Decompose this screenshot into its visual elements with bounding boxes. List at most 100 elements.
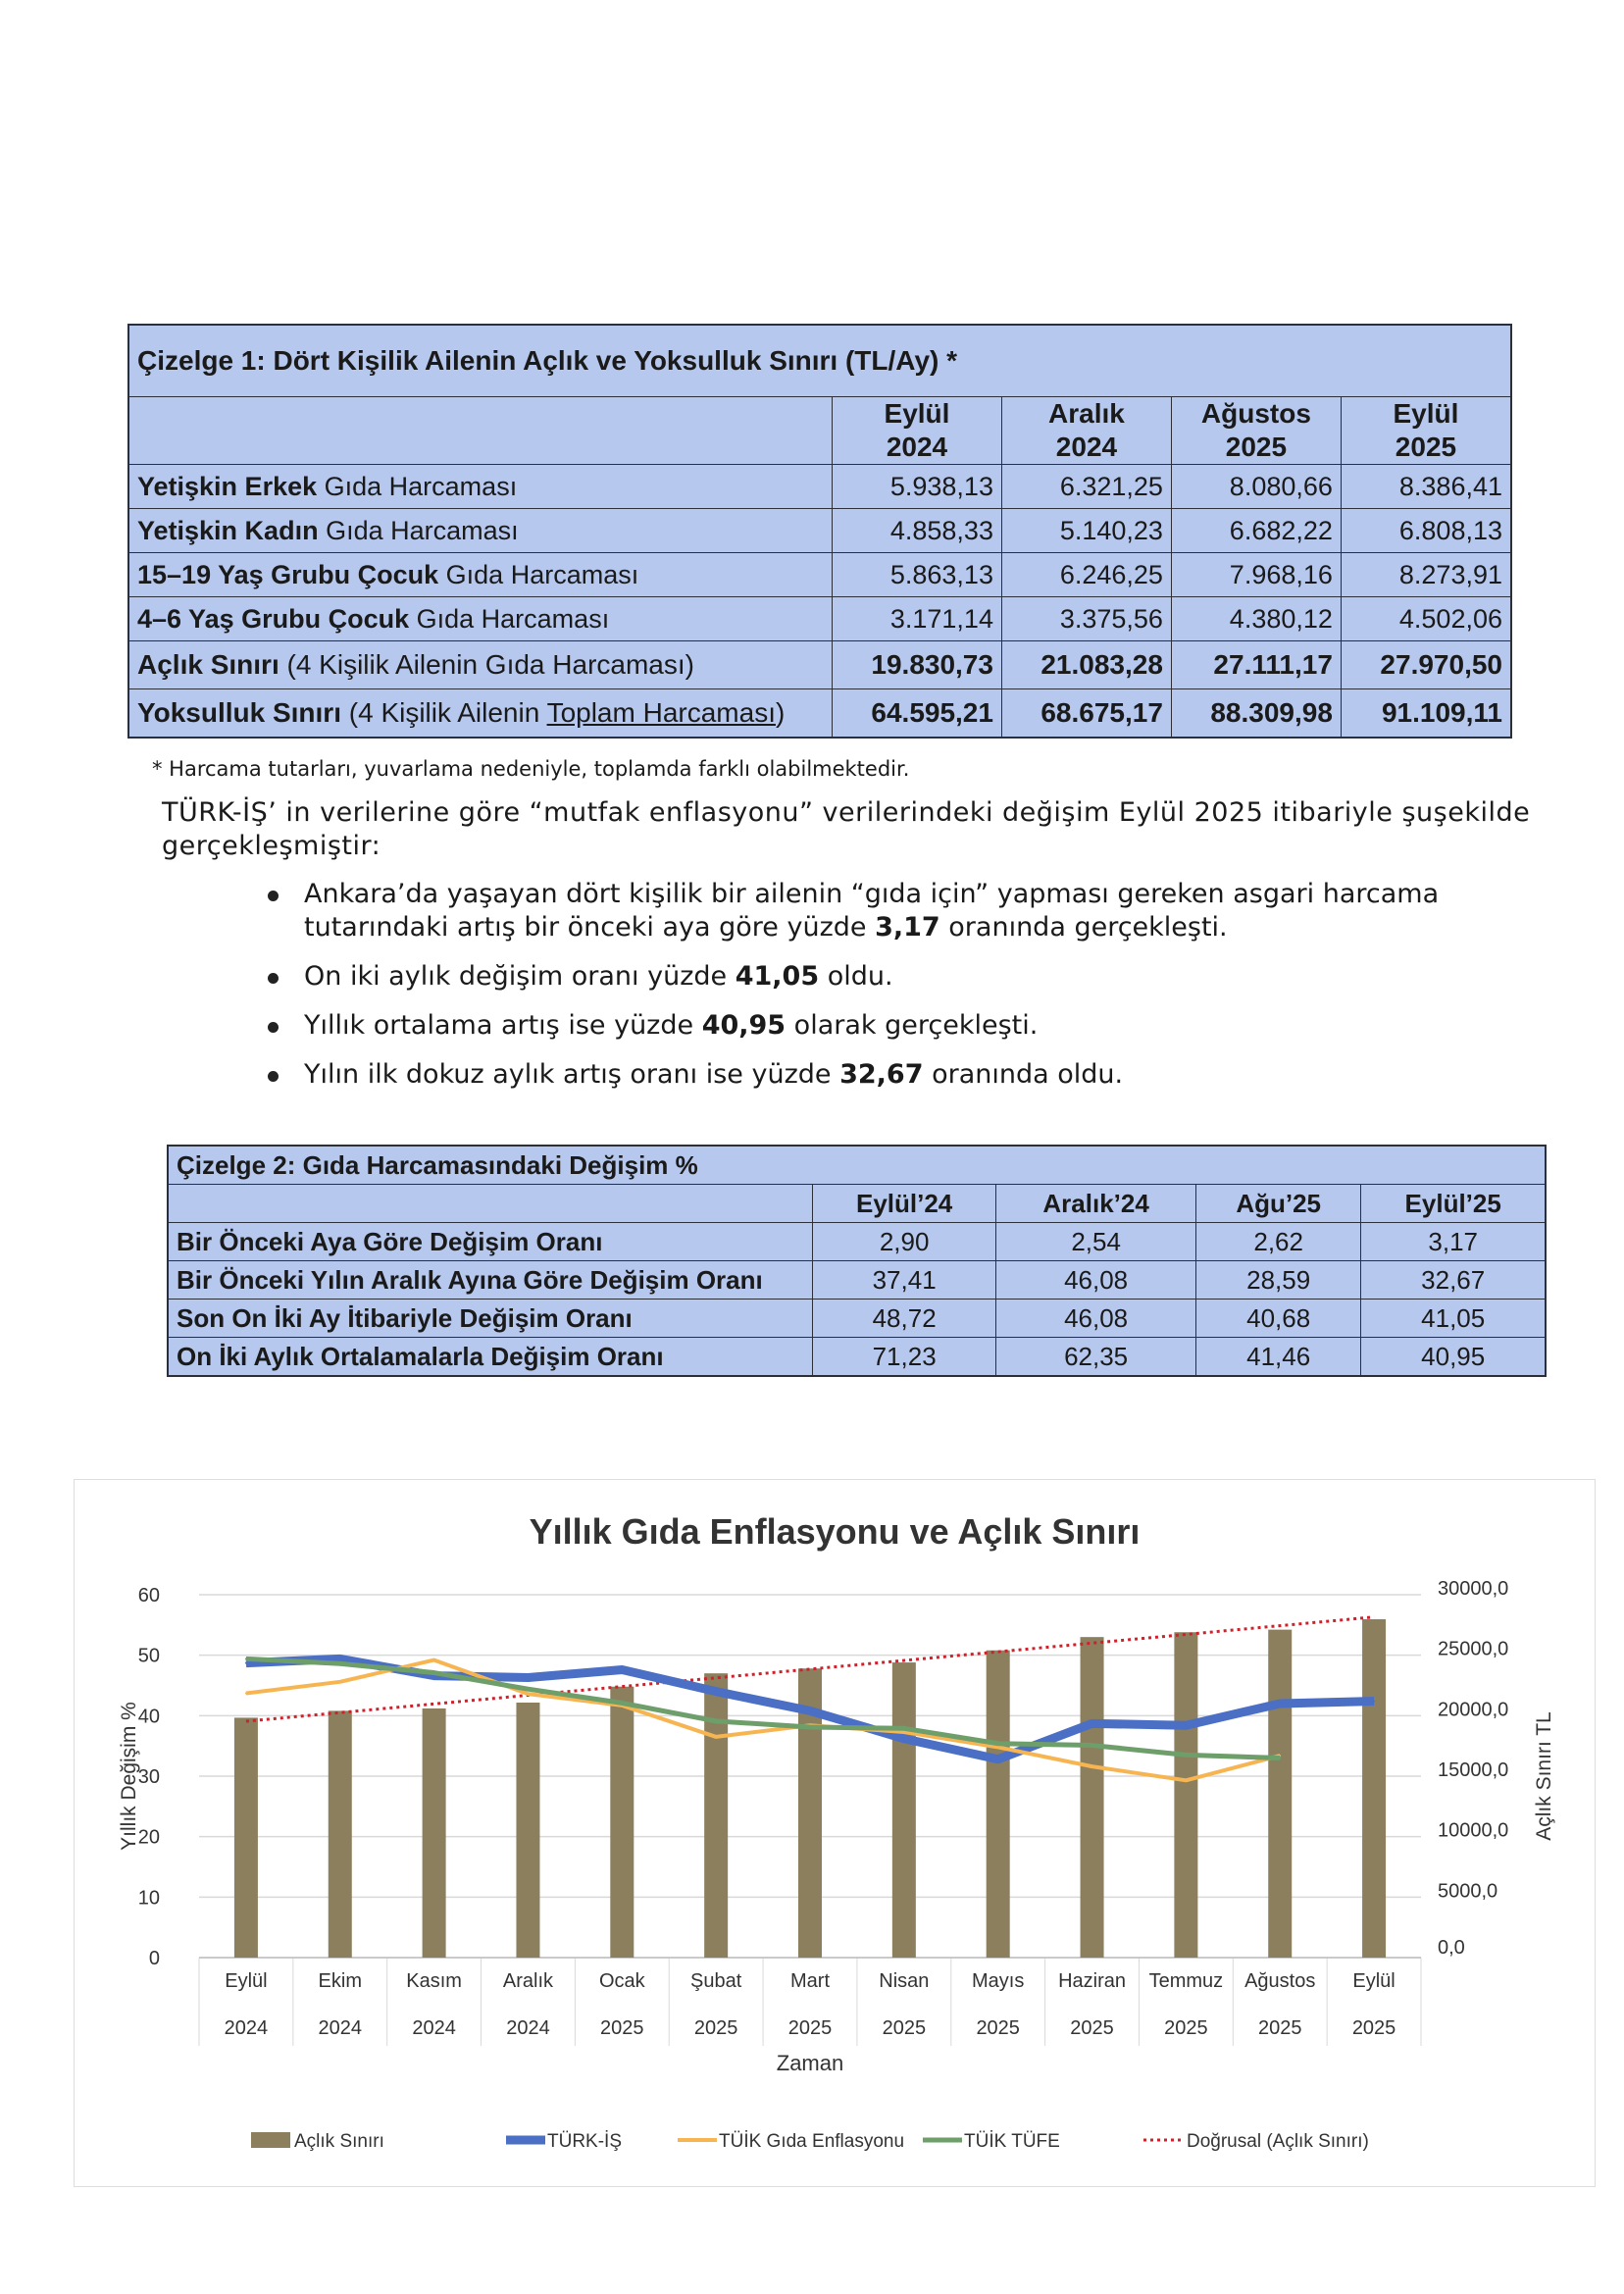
- table-cell: 71,23: [811, 1337, 997, 1377]
- bullet-item: Ankara’da yaşayan dört kişilik bir ailen…: [265, 878, 1491, 944]
- x-tick-year: 2024: [225, 2017, 269, 2039]
- x-tick-label: Mayıs: [972, 1970, 1024, 1992]
- series-point: [715, 1690, 718, 1693]
- x-tick-label: Ocak: [599, 1970, 646, 1992]
- series-point: [902, 1727, 905, 1730]
- table-cell: 3,17: [1360, 1222, 1547, 1261]
- legend-label: TÜRK-İŞ: [547, 2131, 622, 2152]
- y-tick-label: 60: [138, 1585, 160, 1606]
- series-point: [432, 1671, 435, 1674]
- series-point: [1373, 1700, 1376, 1703]
- series-point: [996, 1742, 999, 1745]
- x-tick-year: 2025: [1258, 2017, 1302, 2039]
- column-header: Eylül 2025: [1340, 396, 1512, 465]
- column-header: Aralık 2024: [1000, 396, 1172, 465]
- bullet-value: 41,05: [735, 961, 820, 992]
- series-point: [338, 1680, 341, 1683]
- table-cell: 41,05: [1360, 1299, 1547, 1338]
- series-point: [1279, 1757, 1282, 1759]
- table2-title: Çizelge 2: Gıda Harcamasındaki Değişim %: [167, 1145, 1547, 1185]
- bar-aclik-siniri: [1362, 1619, 1387, 1958]
- x-tick-year: 2024: [412, 2017, 456, 2039]
- x-tick-label: Kasım: [406, 1970, 462, 1992]
- series-point: [715, 1735, 718, 1738]
- y-tick-label: 40: [138, 1706, 160, 1727]
- bullet-text-end: oranında gerçekleşti.: [939, 912, 1228, 943]
- series-point: [1091, 1765, 1093, 1768]
- series-point: [1279, 1703, 1282, 1705]
- table-cell: 46,08: [995, 1299, 1196, 1338]
- x-tick-label: Haziran: [1058, 1970, 1126, 1992]
- series-line: [245, 1657, 1281, 1783]
- row-label-bold: Yetişkin Erkek: [137, 471, 318, 501]
- legend-label: Açlık Sınırı: [294, 2131, 384, 2152]
- bullet-value: 3,17: [875, 912, 940, 943]
- bullet-list: Ankara’da yaşayan dört kişilik bir ailen…: [265, 878, 1491, 1107]
- table-row: Bir Önceki Aya Göre Değişim Oranı 2,90 2,5…: [167, 1222, 1547, 1261]
- series-point: [809, 1726, 811, 1729]
- table-row: 15–19 Yaş Grubu Çocuk Gıda Harcaması 5.86…: [127, 552, 1512, 597]
- bar-aclik-siniri: [1174, 1632, 1198, 1958]
- table-row: On İki Aylık Ortalamalarla Değişim Oranı…: [167, 1337, 1547, 1377]
- x-tick-label: Temmuz: [1149, 1970, 1224, 1992]
- bullet-value: 40,95: [701, 1010, 787, 1041]
- series-point: [244, 1661, 247, 1664]
- table-row: Açlık Sınırı (4 Kişilik Ailenin Gıda Har…: [127, 640, 1512, 689]
- x-tick-year: 2025: [1164, 2017, 1208, 2039]
- chart-title: Yıllık Gıda Enflasyonu ve Açlık Sınırı: [530, 1511, 1141, 1552]
- intro-paragraph: TÜRK-İŞ’ in verilerine göre “mutfak enfl…: [162, 797, 1531, 861]
- table-hunger-poverty-line: Çizelge 1: Dört Kişilik Ailenin Açlık ve…: [127, 324, 1512, 739]
- table-cell: 68.675,17: [1000, 688, 1172, 739]
- x-tick-year: 2025: [1352, 2017, 1396, 2039]
- table-cell: 4.502,06: [1340, 596, 1512, 641]
- legend-label: Doğrusal (Açlık Sınırı): [1187, 2131, 1369, 2152]
- table-food-change: Çizelge 2: Gıda Harcamasındaki Değişim %…: [167, 1145, 1547, 1377]
- bullet-text-end: oranında oldu.: [923, 1059, 1124, 1090]
- series-point: [338, 1662, 341, 1665]
- x-tick-year: 2024: [319, 2017, 363, 2039]
- table-cell: 2,54: [995, 1222, 1196, 1261]
- bullet-item: On iki aylık değişim oranı yüzde 41,05 o…: [265, 960, 1491, 994]
- bullet-value: 32,67: [839, 1059, 924, 1090]
- series-point: [902, 1737, 905, 1740]
- bullet-text: Yılın ilk dokuz aylık artış oranı ise yü…: [304, 1059, 840, 1090]
- bar-aclik-siniri: [1268, 1629, 1293, 1958]
- table-cell: 3.171,14: [832, 596, 1002, 641]
- table-cell: 6.682,22: [1170, 508, 1342, 553]
- bar-aclik-siniri: [610, 1686, 634, 1958]
- table-cell: 48,72: [811, 1299, 997, 1338]
- table-cell: 41,46: [1194, 1337, 1362, 1377]
- column-header-year: 2024: [1055, 432, 1118, 462]
- column-header: Ağustos 2025: [1170, 396, 1342, 465]
- series-point: [1091, 1744, 1093, 1747]
- column-header: Ağu’25: [1194, 1184, 1362, 1223]
- y2-axis-label: Açlık Sınırı TL: [1533, 1711, 1555, 1841]
- table-cell: 5.140,23: [1000, 508, 1172, 553]
- y2-tick-label: 30000,0: [1438, 1578, 1508, 1600]
- table-cell: 88.309,98: [1170, 688, 1342, 739]
- y2-tick-label: 15000,0: [1438, 1759, 1508, 1781]
- bar-aclik-siniri: [986, 1650, 1010, 1958]
- bar-aclik-siniri: [704, 1673, 729, 1958]
- bar-aclik-siniri: [422, 1708, 446, 1958]
- x-tick-label: Eylül: [225, 1970, 267, 1992]
- y-tick-label: 50: [138, 1646, 160, 1667]
- table-cell: 8.273,91: [1340, 552, 1512, 597]
- row-label: Yetişkin Kadın Gıda Harcaması: [127, 508, 833, 553]
- series-point: [621, 1668, 624, 1671]
- table-cell: 19.830,73: [832, 640, 1002, 689]
- series-point: [244, 1692, 247, 1695]
- series-point: [338, 1657, 341, 1660]
- column-header-year: 2025: [1395, 432, 1457, 462]
- bullet-item: Yıllık ortalama artış ise yüzde 40,95 ol…: [265, 1009, 1491, 1043]
- table-cell: 3.375,56: [1000, 596, 1172, 641]
- table-row: Son On İki Ay İtibariyle Değişim Oranı 48…: [167, 1299, 1547, 1338]
- series-point: [902, 1730, 905, 1733]
- row-label: On İki Aylık Ortalamalarla Değişim Oranı: [167, 1337, 813, 1377]
- x-tick-label: Mart: [790, 1970, 830, 1992]
- y-tick-label: 30: [138, 1766, 160, 1788]
- x-tick-label: Aralık: [503, 1970, 554, 1992]
- table-cell: 4.380,12: [1170, 596, 1342, 641]
- table-cell: 8.080,66: [1170, 464, 1342, 509]
